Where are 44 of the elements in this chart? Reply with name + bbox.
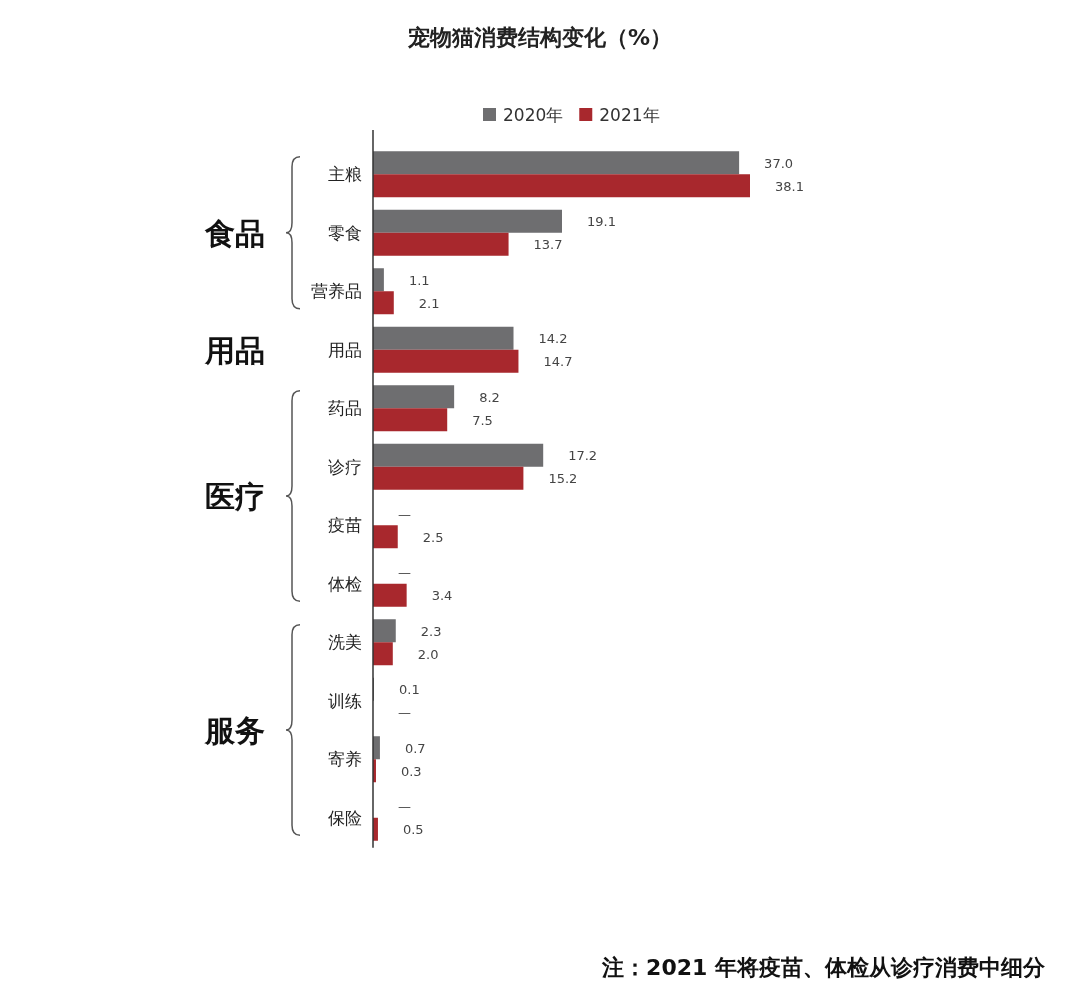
y-tick-label: 疫苗 [328, 515, 362, 536]
data-label: 1.1 [408, 272, 430, 288]
data-label: 0.5 [402, 822, 424, 838]
text: — [398, 565, 411, 581]
y-tick-label: 营养品 [311, 281, 362, 302]
y-tick-label: 训练 [328, 690, 362, 711]
data-label: 0.3 [400, 763, 422, 779]
y-tick-label: 主粮 [328, 164, 362, 185]
data-label: 8.2 [479, 389, 500, 405]
data-label: 0.7 [404, 740, 426, 756]
chart-title: 宠物猫消费结构变化（%） [406, 25, 673, 50]
y-tick-label: 寄养 [328, 749, 362, 770]
data-label: 2.3 [420, 623, 442, 639]
text: 食品 [204, 215, 265, 251]
data-label: 19.1 [586, 214, 616, 230]
data-label: 3.4 [431, 588, 453, 604]
text: — [398, 799, 411, 815]
data-label: 2.1 [418, 295, 440, 311]
data-label: 14.2 [538, 331, 568, 347]
text: 注：2021 年将疫苗、体检从诊疗消费中细分 [601, 955, 1046, 980]
text: 用品 [204, 332, 265, 368]
legend-label: 2020年 [503, 105, 564, 125]
data-label: 17.2 [568, 448, 598, 464]
data-label: 13.7 [533, 237, 563, 253]
text: — [398, 705, 411, 721]
y-tick-label: 药品 [328, 398, 362, 419]
data-label: 2.0 [417, 646, 439, 662]
y-tick-label: 诊疗 [328, 456, 362, 477]
data-label: 0.1 [398, 682, 420, 698]
y-tick-label: 用品 [328, 339, 362, 360]
legend-label: 2021年 [599, 105, 660, 125]
data-label: 15.2 [548, 471, 578, 487]
data-label: 14.7 [543, 354, 573, 370]
data-label: 38.1 [775, 178, 804, 194]
text: 医疗 [205, 479, 265, 514]
data-label: 7.5 [472, 412, 493, 428]
y-tick-label: 体检 [328, 573, 362, 594]
data-label: 37.0 [764, 155, 794, 171]
data-label: 2.5 [422, 529, 444, 545]
y-tick-label: 保险 [328, 807, 362, 828]
text: — [398, 506, 411, 522]
text: 服务 [204, 713, 265, 748]
y-tick-label: 零食 [328, 222, 362, 243]
y-tick-label: 洗美 [328, 632, 362, 653]
